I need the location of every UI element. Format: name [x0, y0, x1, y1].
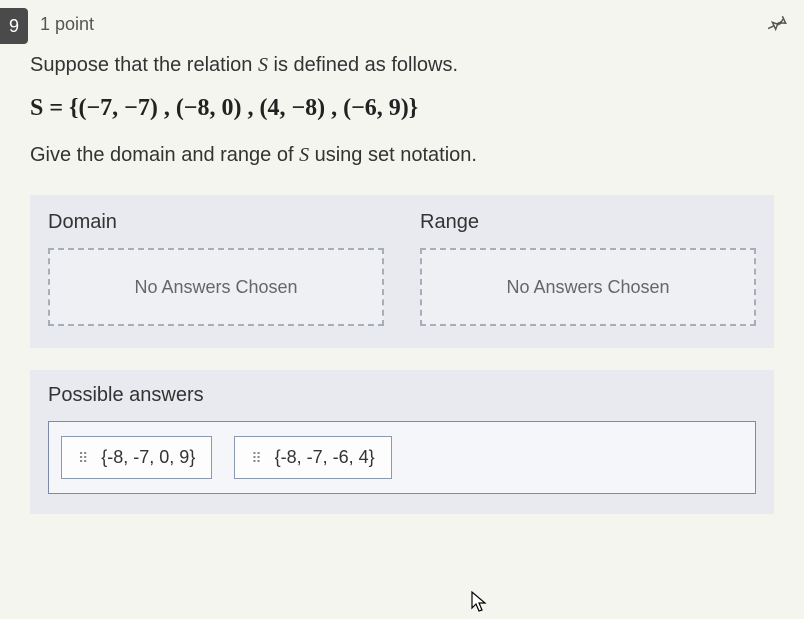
- dropzones-panel: Domain No Answers Chosen Range No Answer…: [30, 195, 774, 348]
- range-column: Range No Answers Chosen: [420, 211, 756, 326]
- prompt-prefix: Suppose that the relation: [30, 54, 258, 76]
- instruction-suffix: using set notation.: [309, 144, 477, 166]
- cursor-icon: [470, 590, 490, 619]
- instruction-text: Give the domain and range of S using set…: [30, 144, 774, 167]
- relation-symbol: S: [258, 54, 268, 76]
- relation-symbol-2: S: [299, 144, 309, 166]
- prompt-suffix: is defined as follows.: [268, 54, 458, 76]
- drag-handle-icon: ⠿: [78, 455, 89, 461]
- question-header: 9 1 point: [0, 0, 804, 44]
- question-prompt: Suppose that the relation S is defined a…: [30, 54, 774, 77]
- answer-chip[interactable]: ⠿ {-8, -7, 0, 9}: [61, 436, 212, 479]
- domain-dropzone[interactable]: No Answers Chosen: [48, 248, 384, 326]
- pin-icon[interactable]: [766, 8, 788, 39]
- possible-answers-label: Possible answers: [48, 384, 756, 407]
- answer-text: {-8, -7, 0, 9}: [101, 447, 195, 468]
- range-label: Range: [420, 211, 756, 234]
- instruction-prefix: Give the domain and range of: [30, 144, 299, 166]
- possible-answers-panel: Possible answers ⠿ {-8, -7, 0, 9} ⠿ {-8,…: [30, 370, 774, 514]
- domain-column: Domain No Answers Chosen: [48, 211, 384, 326]
- domain-empty-text: No Answers Chosen: [134, 277, 297, 298]
- drag-handle-icon: ⠿: [251, 455, 262, 461]
- question-number: 9: [9, 16, 19, 37]
- question-content: Suppose that the relation S is defined a…: [0, 44, 804, 514]
- range-empty-text: No Answers Chosen: [506, 277, 669, 298]
- question-number-badge: 9: [0, 8, 28, 44]
- equation-display: S = {(−7, −7) , (−8, 0) , (4, −8) , (−6,…: [30, 95, 774, 122]
- points-label: 1 point: [40, 8, 766, 35]
- answers-container: ⠿ {-8, -7, 0, 9} ⠿ {-8, -7, -6, 4}: [48, 421, 756, 494]
- answer-text: {-8, -7, -6, 4}: [275, 447, 375, 468]
- range-dropzone[interactable]: No Answers Chosen: [420, 248, 756, 326]
- answer-chip[interactable]: ⠿ {-8, -7, -6, 4}: [234, 436, 391, 479]
- domain-label: Domain: [48, 211, 384, 234]
